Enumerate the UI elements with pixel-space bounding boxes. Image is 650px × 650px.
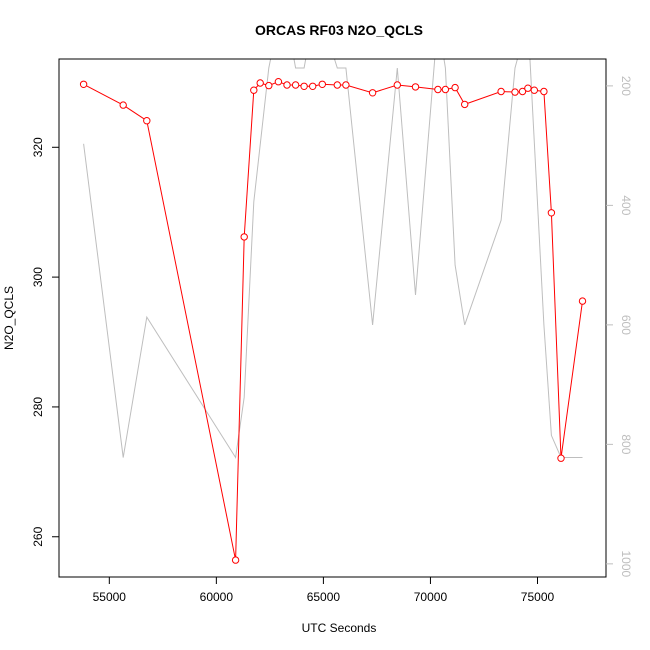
x-axis-label: UTC Seconds <box>302 621 377 635</box>
data-point <box>578 297 587 305</box>
data-point <box>461 100 469 109</box>
data-point <box>451 83 459 92</box>
chart-title: ORCAS RF03 N2O_QCLS <box>255 22 423 38</box>
data-point <box>441 85 450 94</box>
y-tick-label: 300 <box>31 267 45 287</box>
y-axis-label: N2O_QCLS <box>2 286 16 350</box>
data-point <box>547 209 556 217</box>
data-point <box>318 80 326 89</box>
x-tick-label: 60000 <box>200 590 234 604</box>
x-tick-label: 70000 <box>414 590 448 604</box>
y2-tick-label: 600 <box>619 315 633 335</box>
x-tick-label: 65000 <box>307 590 341 604</box>
data-point <box>333 81 341 89</box>
data-point <box>256 79 264 87</box>
data-point <box>557 454 565 462</box>
data-point <box>309 82 317 91</box>
left-axis-series <box>79 78 587 564</box>
y-tick-label: 320 <box>31 137 45 157</box>
data-point <box>143 117 151 125</box>
y2-tick-label: 200 <box>619 76 633 96</box>
data-point <box>300 82 308 91</box>
data-point <box>283 81 291 89</box>
y2-tick-label: 400 <box>619 195 633 215</box>
data-point <box>511 88 519 96</box>
data-point <box>393 81 401 89</box>
plot-frame <box>58 58 607 578</box>
data-point <box>231 556 240 564</box>
data-point <box>411 83 420 91</box>
x-tick-label: 75000 <box>521 590 555 604</box>
data-point <box>250 86 258 94</box>
data-point <box>79 80 88 89</box>
y2-tick-label: 1000 <box>619 551 633 578</box>
axes: 55000 60000 65000 70000 75000 260 280 300 320 200… <box>31 58 633 604</box>
y2-tick-label: 800 <box>619 434 633 454</box>
data-point <box>368 89 377 97</box>
right-series-line <box>83 59 583 459</box>
data-point <box>518 87 527 96</box>
y-tick-label: 260 <box>31 526 45 546</box>
data-point <box>530 86 538 94</box>
data-point <box>265 81 273 90</box>
data-point <box>434 85 442 94</box>
data-point <box>497 87 505 96</box>
data-point <box>240 233 248 241</box>
x-tick-label: 55000 <box>93 590 127 604</box>
data-point <box>274 78 283 86</box>
data-point <box>524 84 532 92</box>
data-point <box>540 87 548 96</box>
right-axis-series <box>83 59 583 459</box>
data-point <box>291 81 300 89</box>
data-point <box>342 81 350 89</box>
y-tick-label: 280 <box>31 397 45 417</box>
data-point <box>119 101 127 109</box>
